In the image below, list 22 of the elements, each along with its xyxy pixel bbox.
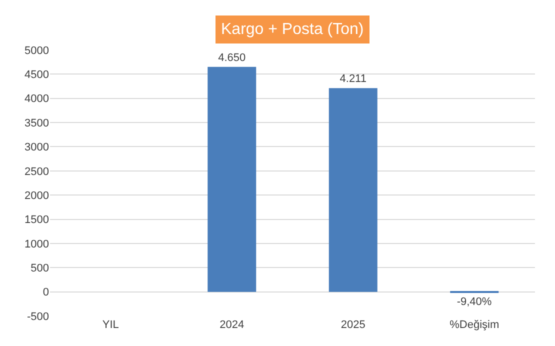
y-tick-label: 1500 xyxy=(24,214,49,226)
bar xyxy=(208,66,256,292)
chart-title: Kargo + Posta (Ton) xyxy=(221,21,364,38)
y-tick-label: 500 xyxy=(30,262,49,274)
y-tick-label: 4500 xyxy=(24,69,49,82)
y-tick-label: -500 xyxy=(26,310,49,323)
y-tick-label: 2500 xyxy=(24,166,49,178)
y-tick-label: 3500 xyxy=(24,117,49,130)
data-label: 4.650 xyxy=(218,52,246,64)
y-tick-label: 3000 xyxy=(24,142,49,154)
y-tick-label: 5000 xyxy=(24,44,49,57)
y-tick-label: 0 xyxy=(42,286,49,299)
data-label: -9,40% xyxy=(456,296,492,308)
x-tick-label: %Değişim xyxy=(450,319,500,331)
x-tick-label: 2024 xyxy=(220,319,244,331)
y-tick-label: 4000 xyxy=(24,93,49,106)
y-tick-label: 2000 xyxy=(24,190,49,202)
x-tick-label: 2025 xyxy=(340,319,366,331)
data-label: 4.211 xyxy=(340,73,366,86)
x-tick-label: YIL xyxy=(102,319,119,331)
bar xyxy=(328,88,378,292)
y-tick-label: 1000 xyxy=(24,238,49,250)
